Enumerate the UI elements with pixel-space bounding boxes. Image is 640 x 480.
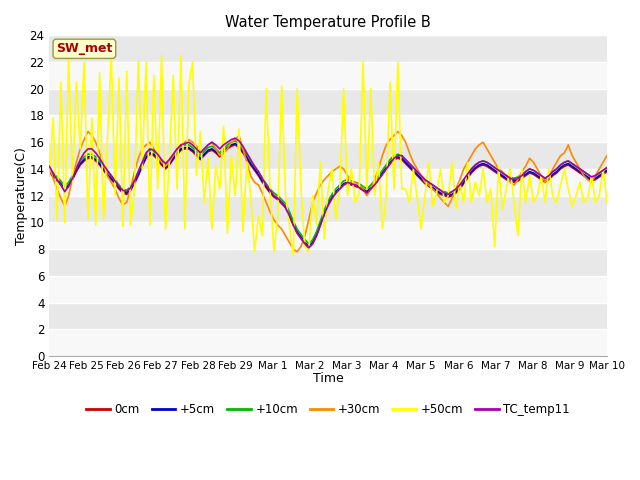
Bar	[49, 62, 607, 89]
Y-axis label: Temperature(C): Temperature(C)	[15, 147, 28, 245]
Bar	[49, 169, 607, 196]
Bar	[49, 222, 607, 249]
Text: SW_met: SW_met	[56, 42, 113, 55]
Bar	[49, 329, 607, 356]
Bar	[49, 116, 607, 142]
Bar	[49, 276, 607, 302]
Title: Water Temperature Profile B: Water Temperature Profile B	[225, 15, 431, 30]
X-axis label: Time: Time	[313, 372, 344, 385]
Legend: 0cm, +5cm, +10cm, +30cm, +50cm, TC_temp11: 0cm, +5cm, +10cm, +30cm, +50cm, TC_temp1…	[81, 398, 575, 420]
